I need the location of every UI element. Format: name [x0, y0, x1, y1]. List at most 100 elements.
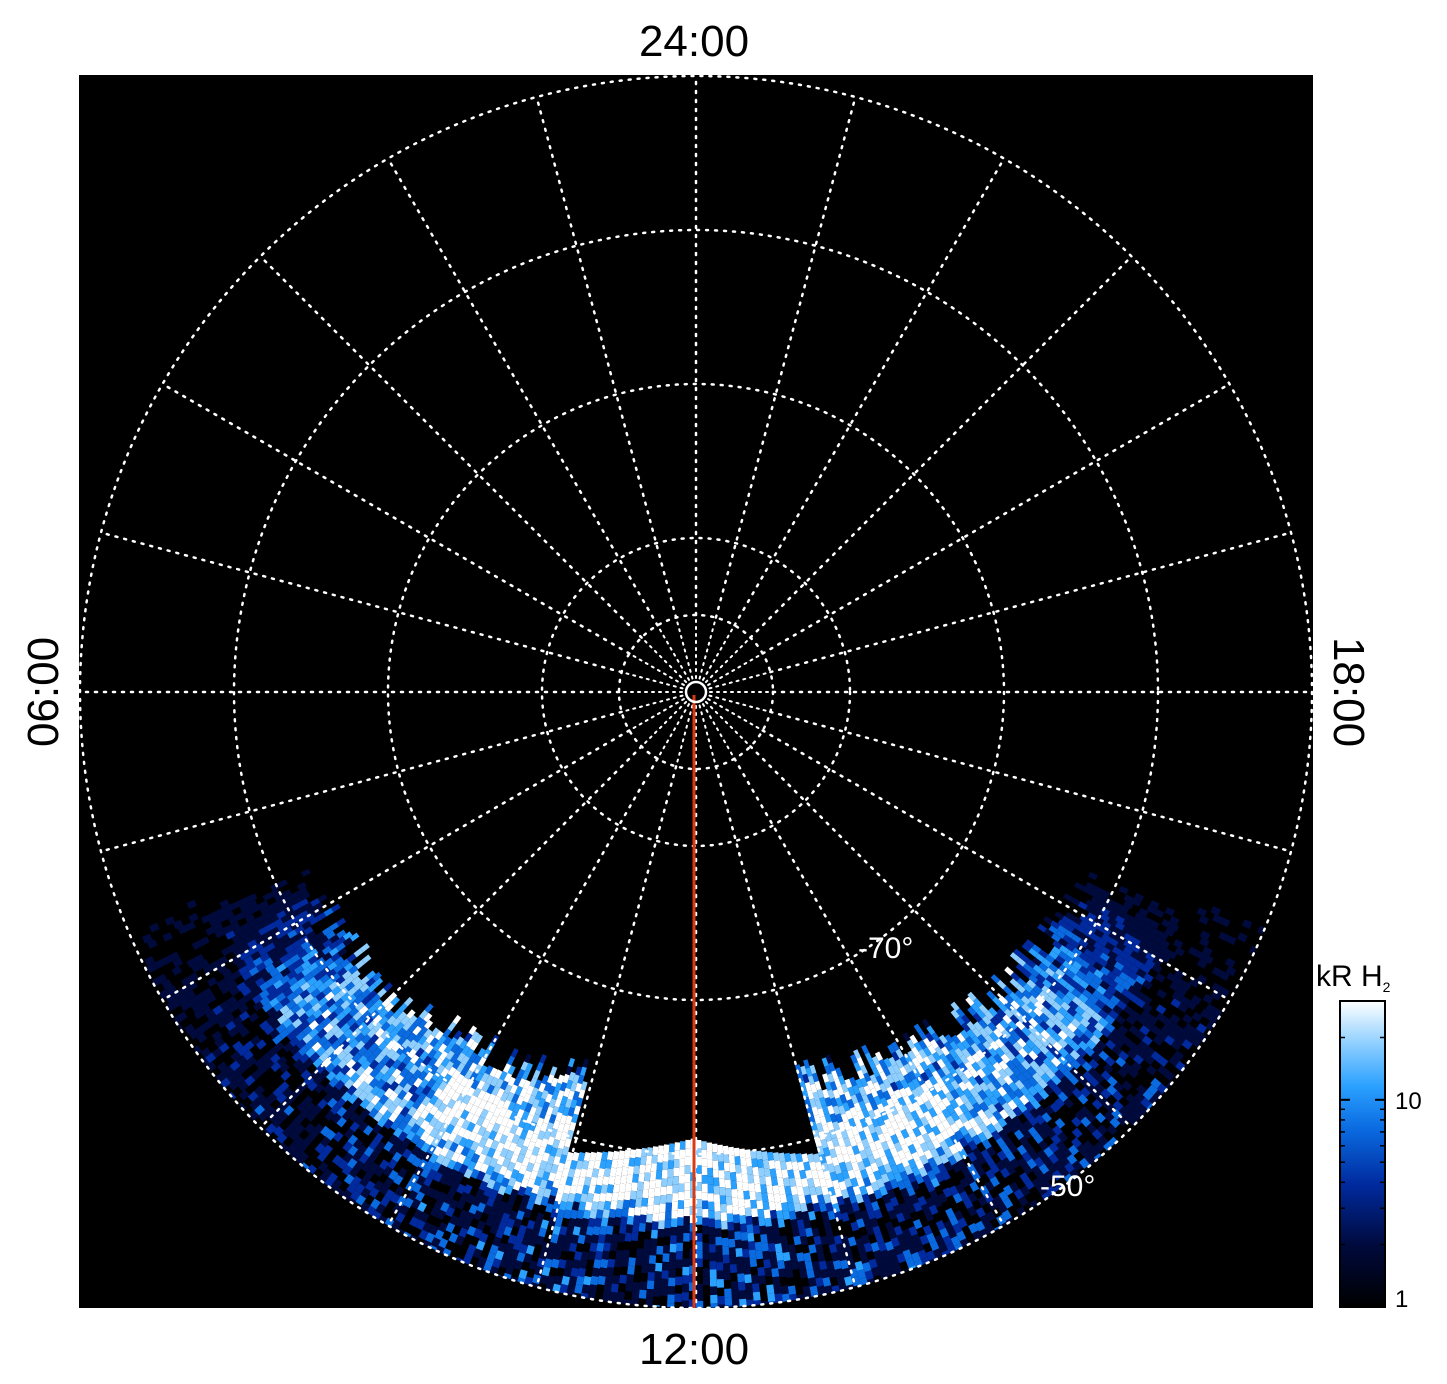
emission-cell-2397 [506, 1218, 516, 1229]
emission-cell-1613 [774, 1160, 782, 1170]
emission-cell-834 [974, 1094, 984, 1105]
emission-cell-1655 [780, 1285, 789, 1295]
emission-cell-1604 [790, 1219, 799, 1229]
emission-cell-889 [1029, 1199, 1039, 1209]
emission-cell-1664 [763, 1209, 771, 1219]
emission-cell-286 [1045, 954, 1055, 964]
emission-cell-2682 [417, 1201, 428, 1213]
emission-cell-2701 [423, 1176, 433, 1187]
emission-cell-2439 [516, 1153, 526, 1164]
emission-cell-366 [1042, 979, 1053, 989]
emission-cell-2461 [507, 1161, 516, 1172]
emission-cell-513 [1094, 1082, 1106, 1094]
emission-cell-1012 [956, 1159, 967, 1170]
emission-cell-2229 [569, 1160, 578, 1170]
emission-cell-388 [1054, 996, 1065, 1006]
emission-cell-2896 [375, 1141, 386, 1152]
emission-cell-2391 [528, 1154, 538, 1165]
emission-cell-2415 [515, 1172, 525, 1183]
emission-cell-2236 [554, 1217, 563, 1228]
emission-cell-1472 [836, 1195, 845, 1206]
emission-cell-323 [1045, 967, 1055, 977]
emission-cell-772 [1006, 1108, 1017, 1120]
emission-cell-2638 [456, 1153, 467, 1165]
emission-cell-2670 [473, 1097, 483, 1108]
emission-cell-283 [1024, 939, 1035, 949]
emission-cell-2138 [597, 1201, 605, 1211]
emission-cell-1998 [646, 1288, 654, 1298]
emission-cell-1631 [776, 1210, 784, 1220]
emission-cell-940 [941, 1097, 951, 1108]
emission-cell-2605 [492, 1095, 502, 1106]
emission-cell-1118 [923, 1162, 933, 1173]
emission-cell-842 [1017, 1157, 1028, 1168]
emission-cell-1463 [816, 1122, 824, 1133]
emission-cell-2326 [518, 1243, 528, 1255]
emission-cell-494 [1106, 1084, 1118, 1096]
emission-cell-1543 [812, 1202, 821, 1213]
emission-cell-2280 [582, 1058, 590, 1068]
emission-cell-1164 [911, 1166, 921, 1177]
emission-cell-2467 [488, 1208, 498, 1220]
emission-cell-2440 [513, 1161, 523, 1172]
emission-cell-1731 [736, 1181, 744, 1191]
emission-cell-2875 [383, 1141, 394, 1152]
emission-cell-1320 [850, 1125, 859, 1136]
emission-cell-2803 [429, 1105, 439, 1116]
emission-cell-2364 [543, 1130, 552, 1140]
emission-cell-2046 [625, 1282, 634, 1292]
emission-cell-1557 [813, 1235, 822, 1246]
emission-cell-1830 [708, 1218, 715, 1228]
emission-cell-125 [1123, 946, 1134, 956]
emission-cell-149 [1176, 986, 1188, 997]
emission-cell-2358 [559, 1081, 568, 1092]
emission-cell-2359 [557, 1090, 565, 1100]
emission-cell-2862 [445, 1050, 455, 1061]
emission-cell-53 [1173, 939, 1184, 949]
emission-cell-2621 [428, 1224, 439, 1236]
emission-cell-1020 [891, 1051, 900, 1062]
emission-cell-622 [987, 1021, 998, 1032]
emission-cell-1700 [750, 1199, 758, 1209]
emission-cell-890 [918, 1039, 928, 1050]
emission-cell-1854 [702, 1268, 710, 1277]
emission-cell-2537 [455, 1235, 465, 1246]
emission-cell-1511 [825, 1202, 834, 1213]
emission-cell-435 [1117, 1067, 1129, 1078]
emission-cell-1719 [747, 1232, 755, 1242]
emission-cell-766 [976, 1068, 987, 1079]
emission-cell-2551 [479, 1163, 489, 1174]
emission-cell-2328 [513, 1260, 523, 1271]
emission-cell-2128 [591, 1267, 600, 1277]
emission-cell-1564 [789, 1153, 797, 1163]
emission-cell-2925 [447, 1021, 457, 1032]
emission-cell-1055 [939, 1153, 950, 1165]
emission-cell-2927 [437, 1035, 447, 1046]
emission-cell-2560 [516, 1068, 525, 1079]
emission-cell-2571 [477, 1153, 487, 1164]
emission-cell-1436 [817, 1108, 825, 1118]
emission-cell-998 [899, 1056, 908, 1066]
emission-cell-1218 [929, 1240, 940, 1252]
emission-cell-1569 [798, 1194, 806, 1204]
emission-cell-757 [1048, 1153, 1059, 1165]
emission-cell-820 [1036, 1172, 1047, 1184]
emission-cell-1366 [840, 1129, 849, 1140]
emission-cell-618 [965, 996, 975, 1007]
emission-cell-1331 [890, 1237, 900, 1248]
emission-cell-2278 [528, 1260, 538, 1271]
emission-cell-2780 [433, 1109, 443, 1120]
emission-cell-334 [1137, 1040, 1149, 1052]
emission-cell-335 [1144, 1045, 1156, 1057]
emission-cell-179 [1099, 952, 1110, 962]
emission-cell-1724 [752, 1283, 760, 1293]
emission-cell-1036 [959, 1177, 970, 1188]
emission-cell-744 [976, 1059, 987, 1070]
emission-cell-291 [1078, 979, 1089, 990]
emission-cell-2155 [589, 1209, 598, 1219]
emission-cell-2430 [543, 1082, 552, 1092]
emission-cell-1058 [959, 1190, 970, 1202]
emission-cell-365 [1035, 973, 1046, 984]
emission-cell-1181 [883, 1118, 893, 1129]
emission-cell-907 [1000, 1167, 1011, 1179]
